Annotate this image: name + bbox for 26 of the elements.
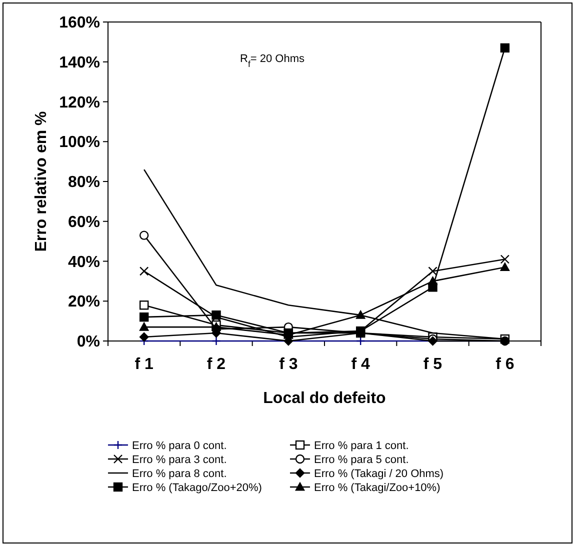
- legend-label: Erro % (Takagi/Zoo+10%): [314, 482, 440, 494]
- x-tick-label: f 3: [279, 356, 298, 373]
- legend-label: Erro % para 0 cont.: [132, 440, 227, 452]
- y-tick-label: 120%: [59, 94, 100, 112]
- y-tick-label: 40%: [68, 254, 100, 271]
- y-tick-label: 160%: [59, 14, 100, 32]
- y-tick-label: 0%: [76, 334, 100, 351]
- legend-label: Erro % para 8 cont.: [132, 468, 227, 480]
- y-tick-label: 100%: [59, 134, 100, 152]
- y-tick-label: 20%: [68, 294, 100, 311]
- legend-label: Erro % para 3 cont.: [132, 454, 227, 466]
- legend-label: Erro % para 1 cont.: [314, 440, 409, 452]
- y-tick-label: 80%: [68, 174, 100, 192]
- x-tick-label: f 2: [206, 356, 226, 373]
- x-tick-label: f 1: [134, 356, 154, 373]
- x-tick-label: f 6: [496, 356, 514, 373]
- annotation: R$_{f}$= 20 Ohms: [240, 53, 306, 69]
- legend-label: Erro % (Takago/Zoo+20%): [132, 482, 262, 494]
- legend-label: Erro % (Takagi / 20 Ohms): [314, 468, 444, 480]
- y-tick-label: 60%: [68, 214, 100, 231]
- x-axis-title: Local do defeito: [263, 390, 386, 407]
- x-tick-label: f 5: [423, 356, 442, 373]
- legend-label: Erro % para 5 cont.: [314, 454, 409, 466]
- y-axis-title: Erro relativo em %: [33, 111, 50, 252]
- y-tick-label: 140%: [59, 54, 100, 72]
- x-tick-label: f 4: [351, 356, 370, 373]
